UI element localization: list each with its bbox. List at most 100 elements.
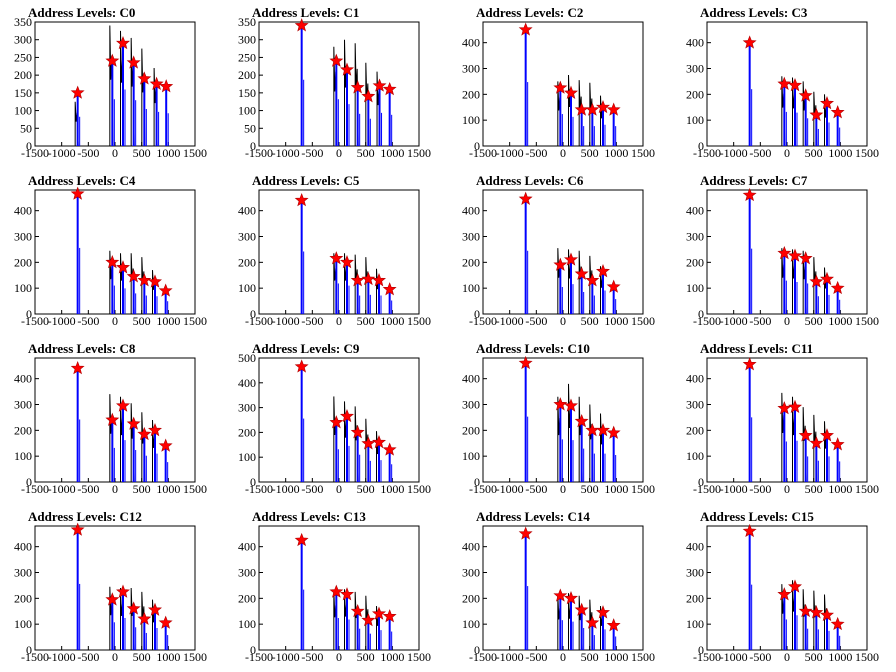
peak-marker: [585, 102, 600, 116]
x-tick-label: -1500: [21, 314, 49, 328]
y-tick-label: 200: [238, 425, 256, 439]
peak-marker: [361, 271, 376, 286]
y-tick-label: 150: [14, 86, 32, 100]
peak-marker: [777, 76, 792, 90]
x-tick-label: 1500: [407, 482, 431, 496]
x-tick-label: 0: [112, 314, 118, 328]
x-tick-label: -1000: [48, 146, 76, 160]
plot-frame: [482, 525, 644, 651]
y-tick-label: 300: [686, 398, 704, 412]
chart-svg: 0 100 200 300 400 -1500-1000 -500 0 500 1000 1500: [238, 189, 431, 328]
y-tick-label: 0: [474, 643, 480, 657]
y-tick-label: 300: [238, 33, 256, 47]
chart-panel: Address Levels: C4 0 100 200 300 400 -1500 -100…: [0, 168, 224, 336]
y-tick-label: 100: [686, 449, 704, 463]
x-tick-label: 1000: [156, 482, 180, 496]
peak-marker: [158, 283, 173, 297]
y-tick-label: 300: [238, 566, 256, 580]
x-tick-label: 1000: [828, 314, 852, 328]
x-tick-label: 0: [784, 482, 790, 496]
peak-marker: [777, 587, 792, 601]
peak-marker: [564, 398, 578, 412]
chart-panel: Address Levels: C2 0 100 200 300 400 -1500 -100…: [448, 0, 672, 168]
peak-marker: [788, 579, 802, 593]
x-tick-label: -1000: [272, 650, 300, 664]
x-tick-label: 500: [805, 314, 823, 328]
x-tick-label: 500: [133, 146, 151, 160]
peak-marker: [809, 274, 824, 288]
peak-marker: [294, 18, 309, 32]
peak-marker: [585, 615, 600, 629]
peak-marker: [126, 55, 141, 69]
peak-marker: [361, 89, 376, 103]
peak-marker: [294, 532, 309, 547]
x-tick-label: 1500: [407, 650, 431, 664]
x-tick-label: 1000: [380, 314, 404, 328]
x-tick-label: 500: [805, 650, 823, 664]
x-tick-label: -1500: [245, 650, 273, 664]
x-tick-label: 0: [560, 314, 566, 328]
x-tick-label: -500: [301, 650, 323, 664]
plot-frame: [258, 525, 420, 651]
y-tick-label: 400: [462, 36, 480, 50]
peak-marker: [137, 273, 152, 287]
y-tick-label: 200: [14, 591, 32, 605]
x-tick-label: 1000: [604, 314, 628, 328]
x-tick-label: 0: [336, 314, 342, 328]
peak-marker: [372, 434, 386, 449]
y-tick-label: 300: [462, 398, 480, 412]
peak-marker: [788, 399, 802, 413]
chart-panel: Address Levels: C0 0 50 100 150 200 250 300 350 -…: [0, 0, 224, 168]
peak-marker: [372, 273, 386, 287]
peak-marker: [116, 260, 130, 274]
y-tick-label: 200: [686, 591, 704, 605]
x-tick-label: -500: [301, 314, 323, 328]
x-tick-label: 1500: [631, 146, 655, 160]
chart-title: Address Levels: C2: [476, 5, 584, 20]
x-tick-label: 0: [336, 650, 342, 664]
peak-marker: [70, 522, 85, 536]
y-tick-label: 0: [698, 475, 704, 489]
peak-marker: [329, 415, 344, 429]
y-tick-label: 300: [686, 566, 704, 580]
x-tick-label: -1500: [469, 314, 497, 328]
plot-frame: [706, 525, 868, 651]
plot-frame: [258, 21, 420, 147]
peak-marker: [820, 271, 834, 286]
x-tick-label: -1500: [245, 314, 273, 328]
x-tick-label: 1500: [631, 314, 655, 328]
peak-marker: [350, 603, 365, 618]
chart-svg: 0 50 100 150 200 250 300 350 -1500-1000 -500 0 500 1…: [14, 15, 207, 160]
peak-marker: [742, 35, 757, 49]
peak-marker: [340, 408, 354, 423]
y-tick-label: 100: [462, 113, 480, 127]
y-tick-label: 200: [686, 87, 704, 101]
plot-frame: [482, 189, 644, 315]
x-tick-label: -500: [525, 482, 547, 496]
x-tick-label: 0: [336, 482, 342, 496]
peak-marker: [382, 442, 397, 456]
peak-marker: [809, 435, 824, 450]
y-tick-label: 200: [686, 423, 704, 437]
peak-marker: [518, 191, 533, 205]
chart-title: Address Levels: C1: [252, 5, 360, 20]
x-tick-label: -1000: [272, 146, 300, 160]
chart-panel: Address Levels: C12 0 100 200 300 400 -1500 -10…: [0, 504, 224, 672]
y-tick-label: 300: [238, 230, 256, 244]
y-tick-label: 300: [238, 401, 256, 415]
chart-panel: Address Levels: C1 0 50 100 150 200 250 300 350 -…: [224, 0, 448, 168]
y-tick-label: 150: [238, 86, 256, 100]
peak-marker: [809, 107, 824, 121]
chart-panel: Address Levels: C9 0 100 200 300 400 500 -1500-…: [224, 336, 448, 504]
chart-title: Address Levels: C9: [252, 341, 360, 356]
peak-marker: [564, 252, 578, 266]
peak-marker: [382, 81, 397, 96]
peak-marker: [742, 187, 757, 202]
x-tick-label: -1000: [720, 314, 748, 328]
peak-marker: [788, 248, 802, 262]
x-tick-label: -1500: [693, 146, 721, 160]
x-tick-label: 500: [133, 650, 151, 664]
x-tick-label: -1000: [720, 146, 748, 160]
peak-marker: [777, 245, 792, 260]
y-tick-label: 0: [474, 139, 480, 153]
